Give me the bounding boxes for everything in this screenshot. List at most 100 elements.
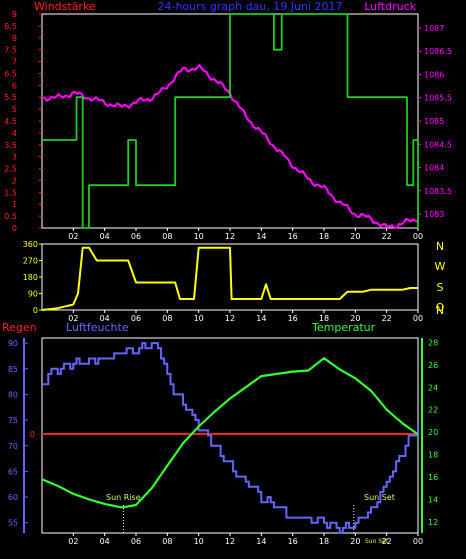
wind-y-tick-label: 2.5 [4,165,17,174]
pressure-y-tick-label: 1085.5 [424,94,452,103]
wind-y-tick-label: 6 [12,81,17,90]
x-tick-label: 22 [382,537,392,546]
graph-date-title: 24-hours graph dau, 19.Juni 2017 [157,0,342,13]
x-tick-label: 06 [131,314,141,323]
x-tick-label: 04 [100,232,110,241]
wind-y-tick-label: 1.5 [4,188,17,197]
compass-label: O [436,301,445,314]
x-tick-label: 16 [288,537,298,546]
compass-label-n-bottom: N [436,304,444,317]
temperature-y-tick-label: 26 [428,361,438,370]
wind-y-tick-label: 7.5 [4,46,17,55]
x-tick-label: 14 [256,537,266,546]
temperature-y-tick-label: 12 [428,518,438,527]
wind-y-tick-label: 8.5 [4,22,17,31]
compass-label: S [437,281,444,294]
x-tick-label: 18 [319,232,329,241]
humidity-y-tick-label: 75 [8,416,18,425]
wind-y-tick-label: 3.5 [4,141,17,150]
pressure-y-tick-label: 1086 [424,70,444,79]
direction-y-tick-label: 270 [23,257,38,266]
x-tick-label: 18 [319,314,329,323]
x-tick-label: 16 [288,232,298,241]
x-tick-label: 02 [68,537,78,546]
wind-y-tick-label: 7 [12,58,17,67]
x-tick-label: 16 [288,314,298,323]
wind-y-tick-label: 9 [12,10,17,19]
x-tick-label: 14 [256,314,266,323]
wind-y-tick-label: 8 [12,34,17,43]
x-tick-label: 08 [162,537,172,546]
pressure-y-tick-label: 1083.5 [424,187,452,196]
x-tick-label: 10 [194,314,204,323]
temperatur-label: Temperatur [311,321,376,334]
sunrise-annotation: Sun Rise [106,493,141,502]
temperature-y-tick-label: 16 [428,473,438,482]
wind-y-tick-label: 5 [12,105,17,114]
humidity-y-tick-label: 60 [8,493,18,502]
x-tick-label: 04 [100,537,110,546]
pressure-y-tick-label: 1084 [424,164,444,173]
sunset-annotation: Sun Set [364,493,395,502]
x-tick-label: 10 [194,232,204,241]
sunset-axis-annotation: Sun Set [365,538,389,545]
humidity-y-tick-label: 80 [8,390,18,399]
x-tick-label: 06 [131,232,141,241]
x-tick-label: 00 [413,537,423,546]
humidity-y-tick-label: 70 [8,442,18,451]
wind-y-tick-label: 3 [12,153,17,162]
temperature-y-tick-label: 24 [428,383,438,392]
x-tick-label: 12 [225,537,235,546]
humidity-y-tick-label: 65 [8,467,18,476]
humidity-y-tick-label: 85 [8,365,18,374]
x-tick-label: 02 [68,232,78,241]
x-tick-label: 08 [162,232,172,241]
x-tick-label: 20 [350,314,360,323]
x-tick-label: 12 [225,314,235,323]
pressure-y-tick-label: 1085 [424,117,444,126]
pressure-y-tick-label: 1086.5 [424,47,452,56]
x-tick-label: 20 [350,232,360,241]
luftdruck-title: Luftdruck [364,0,416,13]
x-tick-label: 18 [319,537,329,546]
x-tick-label: 12 [225,232,235,241]
wind-y-tick-label: 1 [12,200,17,209]
wind-y-tick-label: 0.5 [4,212,17,221]
pressure-y-tick-label: 1087 [424,24,444,33]
wind-y-tick-label: 6.5 [4,69,17,78]
luftfeuchte-label: Luftfeuchte [66,321,129,334]
x-tick-label: 04 [100,314,110,323]
wind-speed-line [42,13,419,229]
x-tick-label: 20 [350,537,360,546]
direction-y-tick-label: 0 [33,306,38,315]
direction-y-tick-label: 360 [23,240,38,249]
x-tick-label: 22 [382,232,392,241]
compass-label: W [435,260,446,273]
temperature-y-tick-label: 22 [428,406,438,415]
x-tick-label: 22 [382,314,392,323]
temperature-y-tick-label: 18 [428,451,438,460]
wind-y-tick-label: 4.5 [4,117,17,126]
pressure-y-tick-label: 1083 [424,210,444,219]
compass-label: N [436,240,444,253]
direction-y-tick-label: 180 [23,273,38,282]
top-panel: 0 0.5 1 1.5 2 2.5 3 3.5 4 4.5 5 5.5 6 6.5 7 7.5 8 8.5 9 108… [4,10,452,241]
direction-y-tick-label: 90 [28,290,38,299]
temperature-y-tick-label: 28 [428,338,438,347]
plot-frame [41,337,419,534]
wind-y-tick-label: 2 [12,176,17,185]
wind-y-tick-label: 0 [12,224,17,233]
regen-label: Regen [2,321,37,334]
wind-y-tick-label: 5.5 [4,93,17,102]
x-tick-label: 14 [256,232,266,241]
humidity-y-tick-label: 55 [8,519,18,528]
bottom-panel: 55 60 65 70 75 80 85 90 12 14 16 18 20 22 24 26 28 02 04 06… [8,337,438,546]
x-tick-label: 02 [68,314,78,323]
x-tick-label: 10 [194,537,204,546]
windstaerke-title: Windstärke [34,0,96,13]
wind-direction-line [41,246,418,311]
humidity-line [42,342,419,534]
